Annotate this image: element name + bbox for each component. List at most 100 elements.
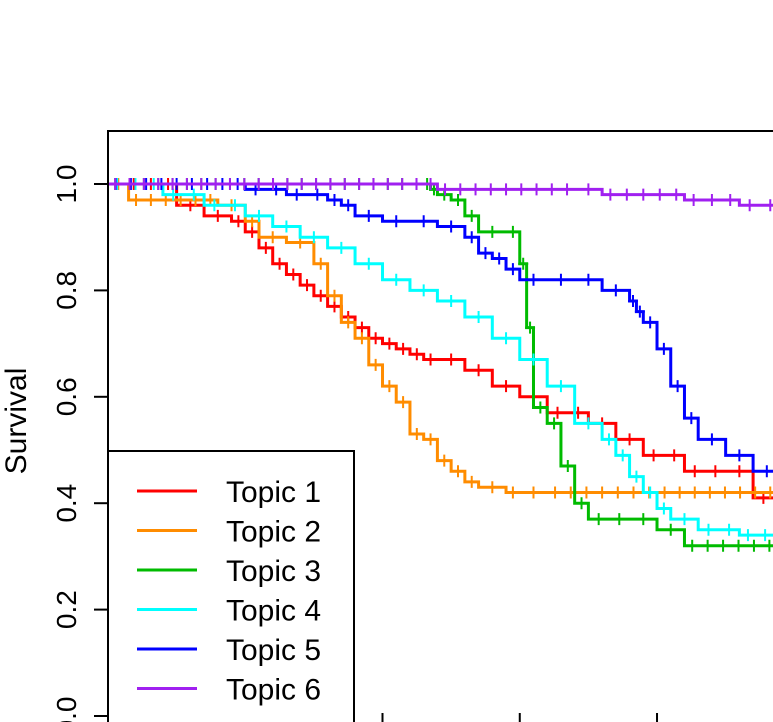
plot-frame	[107, 130, 773, 722]
censor-mark	[233, 215, 244, 228]
y-axis-title: Survival	[0, 368, 33, 475]
censor-mark	[466, 231, 477, 244]
censor-mark	[581, 486, 592, 499]
censor-mark	[669, 449, 680, 462]
censor-mark	[398, 396, 409, 409]
censor-mark	[487, 225, 498, 238]
censor-mark	[253, 209, 264, 222]
censor-mark	[528, 353, 539, 366]
censor-mark	[507, 486, 518, 499]
y-tick-label: 0.8	[51, 271, 82, 310]
legend-box	[107, 450, 355, 722]
censor-mark	[398, 342, 409, 355]
censor-mark	[507, 263, 518, 276]
censor-mark	[638, 513, 649, 526]
censor-mark	[453, 193, 463, 206]
censor-mark	[356, 321, 367, 334]
censor-mark	[761, 465, 772, 478]
censor-mark	[605, 188, 616, 201]
censor-mark	[665, 523, 676, 536]
censor-mark	[528, 273, 539, 286]
censor-mark	[466, 475, 477, 488]
censor-mark	[621, 188, 632, 201]
censor-mark	[343, 199, 354, 212]
censor-mark	[702, 539, 713, 552]
censor-mark	[315, 289, 326, 302]
censor-mark	[267, 231, 278, 244]
censor-mark	[501, 183, 512, 196]
censor-mark	[188, 188, 199, 201]
censor-mark	[624, 433, 635, 446]
censor-mark	[735, 486, 746, 499]
censor-mark	[209, 199, 220, 212]
censor-mark	[329, 289, 340, 302]
censor-mark	[253, 178, 264, 190]
censor-mark	[425, 353, 436, 366]
censor-mark	[384, 380, 395, 393]
censor-mark	[748, 539, 759, 552]
censor-mark	[311, 178, 322, 190]
censor-mark	[734, 465, 745, 478]
censor-mark	[356, 332, 367, 345]
censor-mark	[487, 481, 498, 494]
censor-mark	[550, 486, 561, 499]
censor-mark	[325, 178, 336, 190]
censor-mark	[750, 486, 761, 499]
censor-mark	[282, 178, 293, 190]
censor-mark	[480, 247, 491, 260]
censor-mark	[765, 199, 773, 212]
censor-mark	[411, 428, 422, 441]
censor-mark	[528, 486, 539, 499]
censor-mark	[671, 188, 682, 201]
y-tick-label: 0.4	[51, 484, 82, 523]
censor-mark	[354, 178, 365, 190]
censor-mark	[446, 295, 457, 308]
censor-mark	[518, 257, 529, 270]
censor-mark	[384, 337, 395, 350]
censor-mark	[674, 486, 685, 499]
censor-mark	[531, 183, 542, 196]
legend: Topic 1 Topic 2 Topic 3 Topic 4 Topic 5 Topic…	[107, 450, 355, 722]
censor-mark	[689, 465, 700, 478]
censor-mark	[648, 449, 659, 462]
censor-mark	[704, 486, 715, 499]
legend-label-topic-2: Topic 2	[226, 516, 321, 549]
censor-mark	[672, 380, 683, 393]
censor-mark	[555, 273, 566, 286]
censor-mark	[466, 209, 477, 222]
censor-mark	[411, 348, 422, 361]
censor-mark	[363, 209, 374, 222]
censor-mark	[455, 183, 466, 196]
censor-mark	[473, 311, 484, 323]
censor-mark	[760, 529, 771, 542]
censor-mark	[576, 497, 587, 510]
censor-mark	[546, 183, 557, 196]
censor-mark	[260, 241, 271, 254]
censor-mark	[679, 513, 690, 526]
censor-mark	[339, 178, 350, 190]
censor-mark	[212, 209, 223, 222]
censor-mark	[370, 358, 381, 371]
censor-mark	[268, 178, 279, 190]
censor-mark	[710, 465, 721, 478]
censor-mark	[291, 188, 302, 201]
censor-mark	[124, 178, 135, 190]
censor-mark	[485, 183, 496, 196]
censor-mark	[507, 225, 518, 238]
censor-mark	[370, 332, 381, 345]
censor-mark	[733, 539, 744, 552]
y-tick-label: 1.0	[51, 165, 82, 204]
censor-mark	[645, 316, 656, 329]
y-tick-label: 0.0	[51, 697, 82, 722]
censor-mark	[110, 178, 121, 190]
censor-mark	[391, 215, 402, 228]
legend-label-topic-3: Topic 3	[226, 555, 321, 588]
censor-mark	[658, 502, 669, 515]
legend-label-topic-1: Topic 1	[226, 476, 321, 509]
censor-mark	[181, 178, 192, 190]
censor-mark	[501, 380, 512, 393]
censor-mark	[312, 188, 323, 201]
censor-mark	[562, 459, 573, 472]
censor-mark	[612, 486, 623, 499]
censor-mark	[247, 225, 258, 238]
